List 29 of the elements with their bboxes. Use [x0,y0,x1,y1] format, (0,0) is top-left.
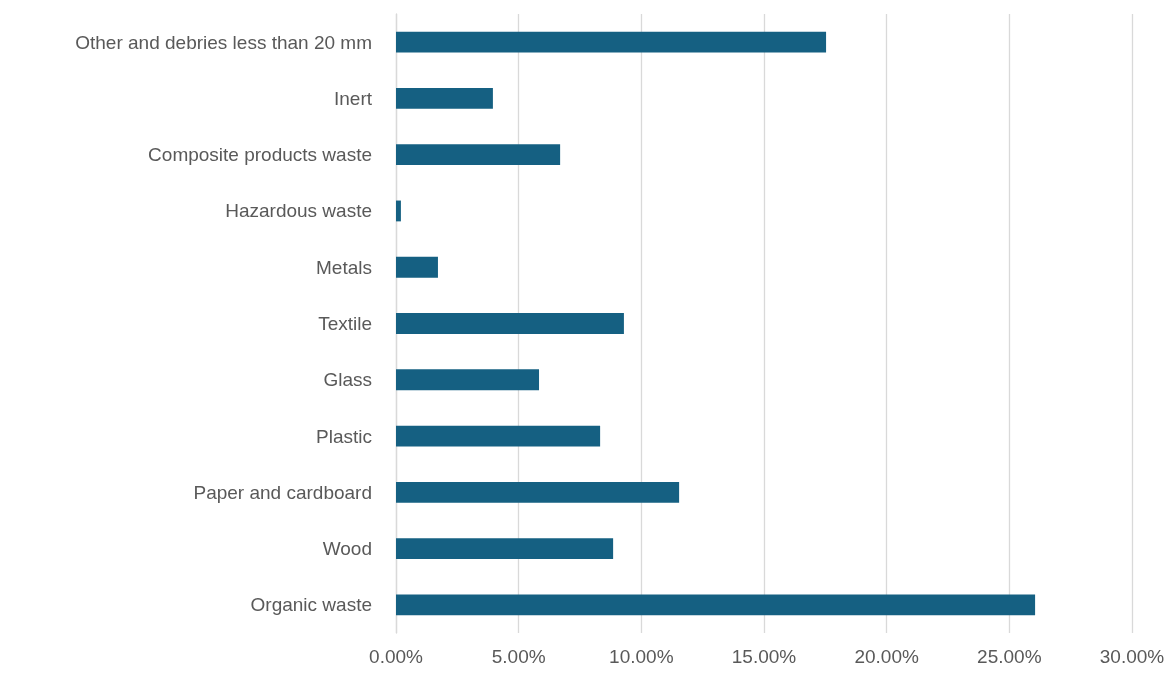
x-tick-label: 5.00% [491,646,546,667]
y-tick-label: Metals [316,256,372,278]
y-tick-label: Plastic [316,425,372,447]
bar [396,144,561,166]
y-tick-label: Hazardous waste [225,200,372,222]
bar [396,369,540,391]
bar [396,481,680,503]
y-tick-label: Glass [323,369,372,391]
y-tick-label: Composite products waste [148,144,372,166]
y-tick-label: Other and debries less than 20 mm [75,31,372,53]
y-tick-label: Inert [333,87,373,109]
x-tick-label: 25.00% [977,646,1042,667]
x-tick-label: 10.00% [609,646,674,667]
x-tick-label: 20.00% [854,646,919,667]
bar [396,200,401,222]
bar [396,256,438,278]
bar [396,538,614,559]
x-tick-label: 30.00% [1099,646,1165,667]
y-tick-label: Textile [318,313,372,334]
y-tick-label: Wood [322,538,372,560]
bar [396,594,1036,616]
bar [396,88,493,109]
bar [396,425,601,447]
x-tick-label: 0.00% [369,646,424,667]
bar [396,313,624,334]
bar [396,31,827,53]
x-tick-label: 15.00% [731,646,797,667]
y-tick-label: Paper and cardboard [193,481,372,503]
y-tick-label: Organic waste [250,594,372,616]
